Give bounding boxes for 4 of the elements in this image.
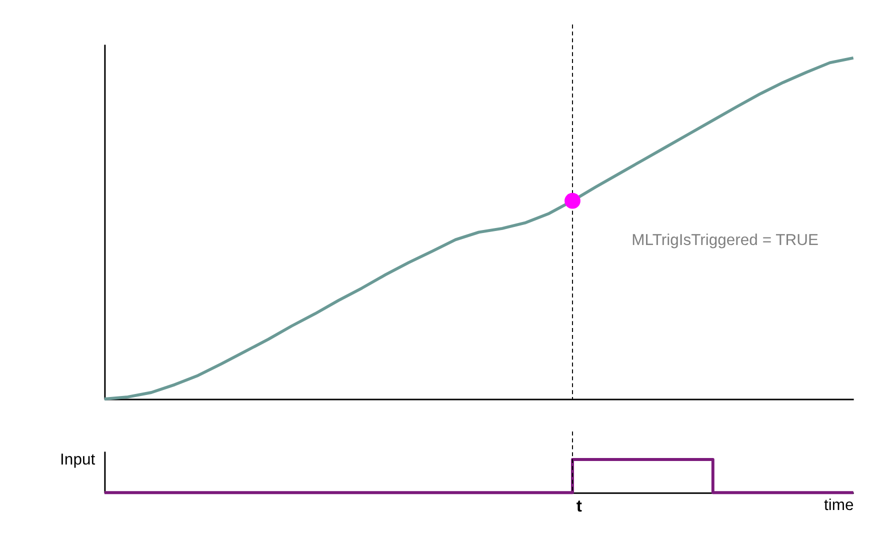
x-axis-title: time [824, 496, 854, 514]
annotation: MLTrigIsTriggered = TRUE [632, 232, 818, 250]
text: t [576, 496, 582, 516]
y-axis-title: Input [60, 452, 96, 469]
